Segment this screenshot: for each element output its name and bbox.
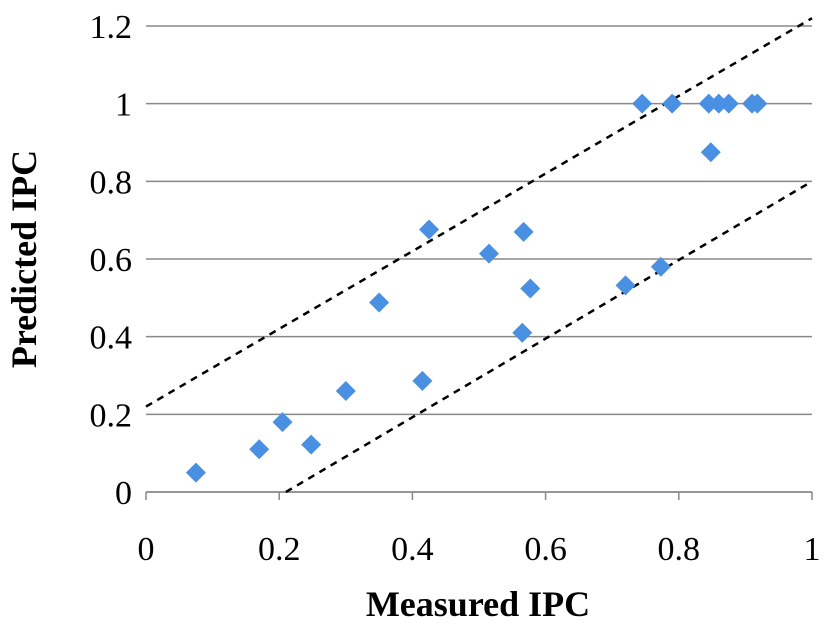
y-tick-labels: 0 0.2 0.4 0.6 0.8 1 1.2 — [90, 9, 133, 512]
data-point — [650, 256, 671, 277]
reference-lines — [145, 17, 813, 494]
data-point — [513, 221, 534, 242]
data-point — [747, 93, 768, 114]
y-tick-label: 1 — [115, 87, 132, 124]
x-tick-label: 0.8 — [658, 531, 701, 568]
data-point — [662, 93, 683, 114]
data-point — [301, 434, 322, 455]
y-tick-label: 0 — [115, 475, 132, 512]
data-point — [520, 278, 541, 299]
upper-bound-line — [145, 17, 813, 408]
y-axis-title: Predicted IPC — [4, 150, 44, 368]
data-point — [412, 370, 433, 391]
grid — [145, 25, 813, 500]
y-tick-label: 0.8 — [90, 164, 133, 201]
x-tick-label: 1 — [804, 531, 821, 568]
data-point — [249, 439, 270, 460]
lower-bound-line — [285, 180, 813, 494]
data-point — [272, 412, 293, 433]
x-tick-labels: 0 0.2 0.4 0.6 0.8 1 — [138, 531, 821, 568]
data-point — [615, 275, 636, 296]
data-point — [718, 93, 739, 114]
data-point — [512, 322, 533, 343]
x-tick-label: 0.2 — [258, 531, 301, 568]
data-point — [478, 243, 499, 264]
x-tick-label: 0.4 — [391, 531, 434, 568]
y-tick-label: 0.4 — [90, 320, 133, 357]
data-point — [335, 381, 356, 402]
x-axis-title: Measured IPC — [366, 584, 590, 624]
data-point — [632, 93, 653, 114]
data-point — [369, 292, 390, 313]
data-points — [185, 93, 768, 483]
data-point — [700, 142, 721, 163]
data-point — [185, 462, 206, 483]
data-point — [419, 219, 440, 240]
y-tick-label: 0.2 — [90, 397, 133, 434]
x-tick-label: 0.6 — [524, 531, 567, 568]
y-tick-label: 0.6 — [90, 242, 133, 279]
y-tick-label: 1.2 — [90, 9, 133, 46]
x-tick-label: 0 — [138, 531, 155, 568]
